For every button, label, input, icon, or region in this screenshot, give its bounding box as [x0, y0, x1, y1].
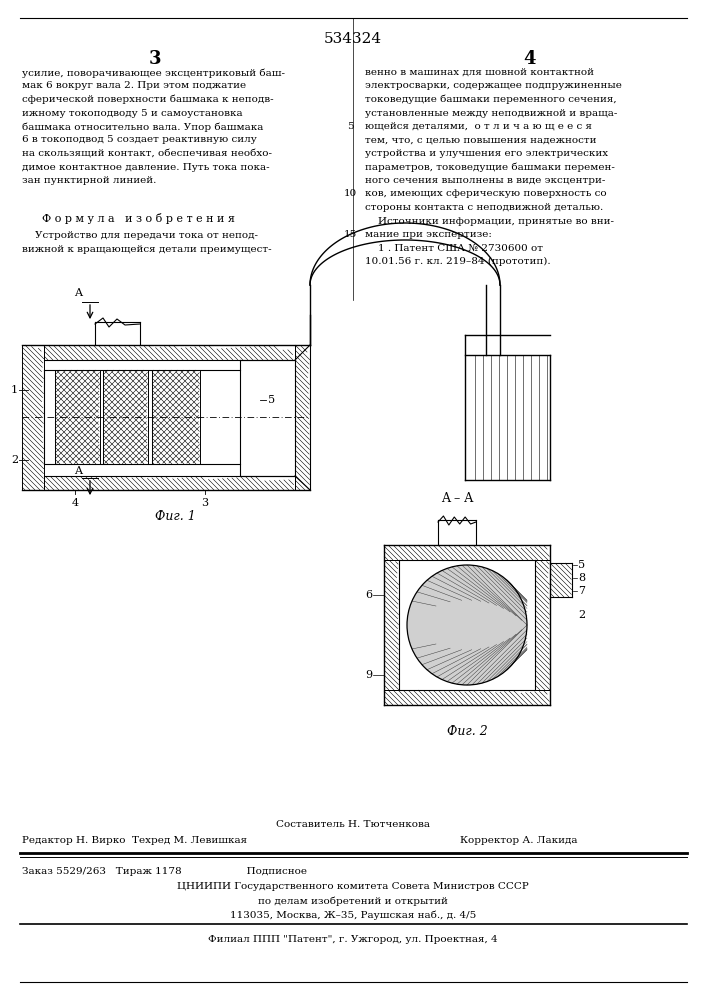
- Text: 3: 3: [148, 50, 161, 68]
- Text: 534324: 534324: [324, 32, 382, 46]
- Text: стороны контакта с неподвижной деталью.: стороны контакта с неподвижной деталью.: [365, 203, 603, 212]
- Bar: [44, 476, 295, 490]
- Text: 10: 10: [344, 190, 356, 198]
- Text: вижной к вращающейся детали преимущест-: вижной к вращающейся детали преимущест-: [22, 244, 271, 253]
- Text: A: A: [74, 466, 82, 476]
- Text: 4: 4: [524, 50, 536, 68]
- Bar: [55, 370, 100, 464]
- Text: мак 6 вокруг вала 2. При этом поджатие: мак 6 вокруг вала 2. При этом поджатие: [22, 82, 246, 91]
- Text: на скользящий контакт, обеспечивая необхо-: на скользящий контакт, обеспечивая необх…: [22, 149, 272, 158]
- Bar: [152, 370, 200, 464]
- Bar: [384, 560, 399, 690]
- Text: 6 в токоподвод 5 создает реактивную силу: 6 в токоподвод 5 создает реактивную силу: [22, 135, 257, 144]
- Text: 1 . Патент США № 2730600 от: 1 . Патент США № 2730600 от: [365, 243, 543, 252]
- Text: 5: 5: [346, 122, 354, 131]
- Text: Корректор А. Лакида: Корректор А. Лакида: [460, 836, 578, 845]
- Text: зан пунктирной линией.: зан пунктирной линией.: [22, 176, 156, 185]
- Bar: [384, 690, 550, 705]
- Text: Ф о р м у л а   и з о б р е т е н и я: Ф о р м у л а и з о б р е т е н и я: [42, 213, 235, 224]
- Bar: [535, 560, 550, 690]
- Text: ижному токоподводу 5 и самоустановка: ижному токоподводу 5 и самоустановка: [22, 108, 243, 117]
- Text: устройства и улучшения его электрических: устройства и улучшения его электрических: [365, 149, 608, 158]
- Bar: [295, 345, 310, 490]
- Text: Составитель Н. Тютченкова: Составитель Н. Тютченкова: [276, 820, 430, 829]
- Text: Фиг. 1: Фиг. 1: [155, 510, 195, 523]
- Text: A – A: A – A: [441, 492, 473, 505]
- Text: 6: 6: [365, 590, 372, 600]
- Text: усилие, поворачивающее эксцентриковый баш-: усилие, поворачивающее эксцентриковый ба…: [22, 68, 285, 78]
- Text: 1: 1: [11, 385, 18, 395]
- Text: тем, что, с целью повышения надежности: тем, что, с целью повышения надежности: [365, 135, 597, 144]
- Text: A: A: [74, 288, 82, 298]
- Text: 2: 2: [11, 455, 18, 465]
- Text: сферической поверхности башмака к неподв-: сферической поверхности башмака к неподв…: [22, 95, 274, 104]
- Text: параметров, токоведущие башмаки перемен-: параметров, токоведущие башмаки перемен-: [365, 162, 615, 172]
- Text: венно в машинах для шовной контактной: венно в машинах для шовной контактной: [365, 68, 594, 77]
- Bar: [22, 345, 44, 490]
- Bar: [550, 563, 572, 597]
- Text: башмака относительно вала. Упор башмака: башмака относительно вала. Упор башмака: [22, 122, 264, 131]
- Text: установленные между неподвижной и враща-: установленные между неподвижной и враща-: [365, 108, 617, 117]
- Text: электросварки, содержащее подпружиненные: электросварки, содержащее подпружиненные: [365, 82, 622, 91]
- Text: димое контактное давление. Путь тока пока-: димое контактное давление. Путь тока пок…: [22, 162, 269, 172]
- Text: 15: 15: [344, 230, 356, 239]
- Text: токоведущие башмаки переменного сечения,: токоведущие башмаки переменного сечения,: [365, 95, 617, 104]
- Text: Источники информации, принятые во вни-: Источники информации, принятые во вни-: [365, 217, 614, 226]
- Text: Устройство для передачи тока от непод-: Устройство для передачи тока от непод-: [22, 231, 258, 240]
- Text: Фиг. 2: Фиг. 2: [447, 725, 487, 738]
- Text: 113035, Москва, Ж–35, Раушская наб., д. 4/5: 113035, Москва, Ж–35, Раушская наб., д. …: [230, 910, 476, 920]
- Text: 9: 9: [365, 670, 372, 680]
- Text: мание при экспертизе:: мание при экспертизе:: [365, 230, 492, 239]
- Text: по делам изобретений и открытий: по делам изобретений и открытий: [258, 896, 448, 906]
- Text: 7: 7: [578, 586, 585, 596]
- Text: Заказ 5529/263   Тираж 1178                    Подписное: Заказ 5529/263 Тираж 1178 Подписное: [22, 867, 307, 876]
- Text: 8: 8: [578, 573, 585, 583]
- Circle shape: [407, 565, 527, 685]
- Text: ков, имеющих сферическую поверхность со: ков, имеющих сферическую поверхность со: [365, 190, 607, 198]
- Text: ЦНИИПИ Государственного комитета Совета Министров СССР: ЦНИИПИ Государственного комитета Совета …: [177, 882, 529, 891]
- Text: Филиал ППП "Патент", г. Ужгород, ул. Проектная, 4: Филиал ППП "Патент", г. Ужгород, ул. Про…: [208, 935, 498, 944]
- Text: 3: 3: [201, 498, 209, 508]
- Text: 5: 5: [578, 560, 585, 570]
- Bar: [44, 345, 295, 360]
- Text: 2: 2: [578, 610, 585, 620]
- Text: ного сечения выполнены в виде эксцентри-: ного сечения выполнены в виде эксцентри-: [365, 176, 605, 185]
- Text: ющейся деталями,  о т л и ч а ю щ е е с я: ющейся деталями, о т л и ч а ю щ е е с я: [365, 122, 592, 131]
- Bar: [384, 545, 550, 560]
- Text: 4: 4: [71, 498, 78, 508]
- Text: 10.01.56 г. кл. 219–84 (прототип).: 10.01.56 г. кл. 219–84 (прототип).: [365, 257, 551, 266]
- Bar: [103, 370, 148, 464]
- Text: 5: 5: [268, 395, 275, 405]
- Text: Редактор Н. Вирко  Техред М. Левишкая: Редактор Н. Вирко Техред М. Левишкая: [22, 836, 247, 845]
